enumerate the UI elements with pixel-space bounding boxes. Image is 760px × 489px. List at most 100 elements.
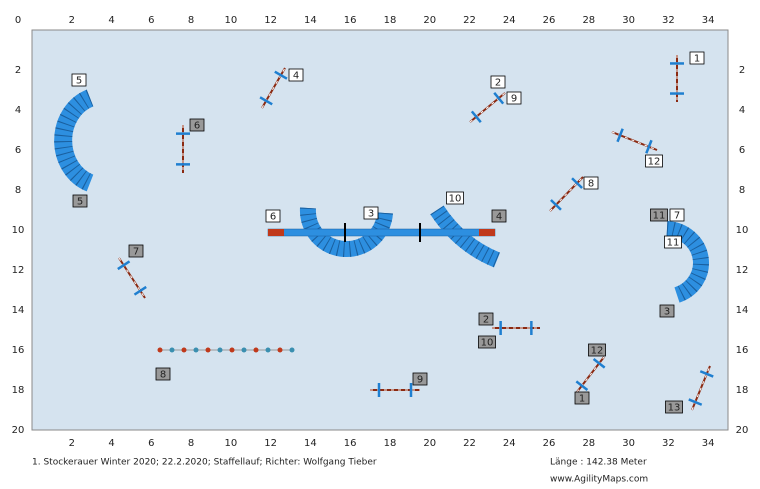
label-box <box>478 335 496 349</box>
number-label: 12 <box>648 157 661 168</box>
number-label: 13 <box>668 403 681 414</box>
number-label: 10 <box>449 194 462 205</box>
x-tick-label: 10 <box>224 15 237 26</box>
x-tick-label: 30 <box>622 15 635 26</box>
dogwalk-plank <box>267 228 496 237</box>
x-tick-label: 24 <box>503 15 516 26</box>
jump-wing <box>688 398 703 406</box>
jump-wing <box>493 92 505 105</box>
tunnel <box>666 221 709 303</box>
jump-wing <box>575 380 589 391</box>
x-tick-label: 20 <box>423 438 436 449</box>
label-box <box>491 209 507 223</box>
x-tick-label: 2 <box>69 15 75 26</box>
number-label: 6 <box>270 212 276 223</box>
weave-pole <box>253 347 259 353</box>
x-tick-label: 34 <box>702 15 715 26</box>
jump-wing <box>699 370 714 378</box>
weave-pole <box>241 347 247 353</box>
weave-pole <box>289 347 295 353</box>
label-box <box>588 343 606 357</box>
y-tick-label: 16 <box>12 345 25 356</box>
weave-pole <box>181 347 187 353</box>
x-tick-label: 30 <box>622 438 635 449</box>
y-tick-label: 12 <box>12 265 25 276</box>
number-label: 8 <box>160 370 166 381</box>
label-box <box>490 75 506 89</box>
weave-pole <box>265 347 271 353</box>
label-box <box>189 118 205 132</box>
event-info: 1. Stockerauer Winter 2020; 22.2.2020; S… <box>32 458 377 468</box>
x-tick-label: 28 <box>582 438 595 449</box>
jump-wing <box>616 128 624 143</box>
number-label: 3 <box>368 209 374 220</box>
number-label: 10 <box>481 338 494 349</box>
label-box <box>669 208 685 222</box>
y-tick-label: 16 <box>736 345 749 356</box>
label-box <box>288 68 304 82</box>
weave-pole <box>193 347 199 353</box>
number-label: 4 <box>293 71 299 82</box>
x-tick-label: 26 <box>543 438 556 449</box>
jump-wing <box>133 285 147 296</box>
y-tick-label: 18 <box>736 385 749 396</box>
number-label: 5 <box>76 76 82 87</box>
y-tick-label: 6 <box>739 145 745 156</box>
jump-wing <box>550 199 562 211</box>
x-tick-label: 2 <box>69 438 75 449</box>
weave-pole <box>229 347 235 353</box>
label-box <box>583 176 599 190</box>
number-label: 4 <box>496 212 502 223</box>
x-tick-label: 8 <box>188 15 194 26</box>
y-tick-label: 20 <box>736 425 749 436</box>
contact <box>479 229 495 236</box>
jumps <box>117 55 714 411</box>
number-label: 1 <box>694 54 700 65</box>
y-tick-label: 0 <box>15 15 21 26</box>
y-tick-label: 2 <box>739 65 745 76</box>
number-label: 9 <box>417 375 423 386</box>
x-tick-label: 10 <box>224 438 237 449</box>
x-tick-label: 4 <box>108 15 114 26</box>
y-tick-label: 2 <box>15 65 21 76</box>
x-tick-label: 14 <box>304 15 317 26</box>
jump-wing <box>592 358 606 369</box>
weave-pole <box>205 347 211 353</box>
label-box <box>574 391 590 405</box>
tunnel <box>430 205 501 268</box>
label-box <box>650 208 668 222</box>
weave-pole <box>169 347 175 353</box>
number-label: 12 <box>591 346 604 357</box>
number-label: 1 <box>579 394 585 405</box>
y-tick-label: 6 <box>15 145 21 156</box>
x-tick-label: 20 <box>423 15 436 26</box>
number-label: 11 <box>667 238 680 249</box>
x-tick-label: 26 <box>543 15 556 26</box>
label-box <box>71 73 87 87</box>
number-label: 3 <box>664 307 670 318</box>
contact <box>268 229 284 236</box>
y-tick-label: 10 <box>12 225 25 236</box>
label-box <box>664 235 682 249</box>
dogwalk <box>267 223 496 242</box>
weave-poles <box>157 347 295 353</box>
x-tick-label: 22 <box>463 15 476 26</box>
x-tick-label: 24 <box>503 438 516 449</box>
x-tick-label: 32 <box>662 15 675 26</box>
x-tick-label: 22 <box>463 438 476 449</box>
x-tick-label: 14 <box>304 438 317 449</box>
y-tick-label: 14 <box>12 305 25 316</box>
number-label: 7 <box>133 247 139 258</box>
number-label: 2 <box>483 315 489 326</box>
label-box <box>659 304 675 318</box>
label-box <box>265 209 281 223</box>
y-tick-label: 8 <box>15 185 21 196</box>
tunnel <box>54 89 94 192</box>
number-label: 11 <box>653 211 666 222</box>
course-length: Länge : 142.38 Meter <box>550 458 647 468</box>
x-tick-label: 18 <box>384 15 397 26</box>
y-tick-label: 12 <box>736 265 749 276</box>
x-tick-label: 16 <box>344 15 357 26</box>
label-box <box>665 400 683 414</box>
